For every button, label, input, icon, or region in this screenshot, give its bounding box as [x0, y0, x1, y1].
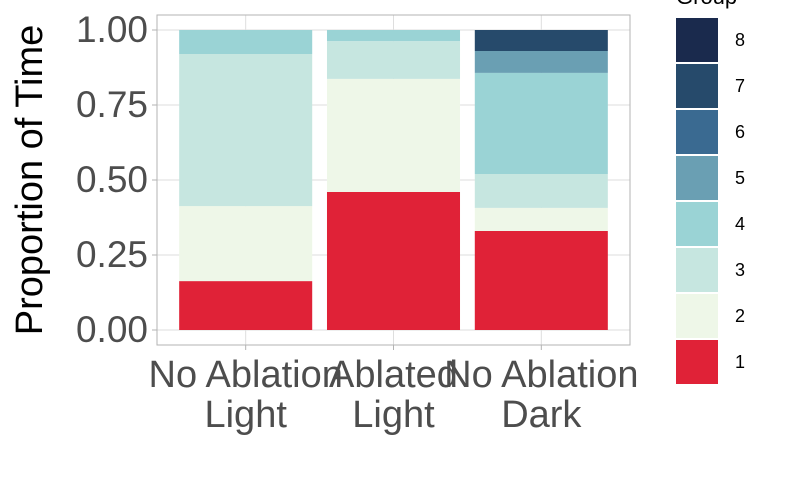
plot-border: [156, 14, 631, 346]
legend-key: [676, 110, 718, 154]
bar-segment: [326, 78, 461, 192]
legend-label: 4: [735, 214, 745, 234]
y-tick-label: 0.00: [76, 309, 148, 350]
bar-segment: [474, 174, 608, 208]
legend-key: [676, 294, 718, 338]
legend-key: [676, 18, 718, 62]
x-tick-label: No Ablation Dark: [444, 354, 639, 436]
legend-label: 1: [735, 352, 745, 372]
legend-key: [676, 248, 718, 292]
bar-segment: [474, 30, 608, 51]
legend-key: [676, 64, 718, 108]
legend-title: Group: [676, 0, 737, 9]
x-tick-label: Ablated Light: [329, 354, 458, 436]
bar-segment: [474, 207, 608, 231]
legend-label: 8: [735, 30, 745, 50]
bar-segment: [179, 54, 313, 207]
bar-segment: [326, 192, 461, 330]
legend-label: 2: [735, 306, 745, 326]
y-tick-label: 0.75: [76, 84, 148, 125]
legend-key: [676, 340, 718, 384]
bar-segment: [474, 231, 608, 330]
legend-key: [676, 202, 718, 246]
bar-segment: [326, 41, 461, 79]
legend-label: 5: [735, 168, 745, 188]
bar-segment: [474, 72, 608, 174]
bar-segment: [474, 51, 608, 73]
y-tick-label: 1.00: [76, 9, 148, 50]
bar-segment: [326, 30, 461, 42]
y-tick-label: 0.25: [76, 234, 148, 275]
legend-label: 7: [735, 76, 745, 96]
legend-label: 3: [735, 260, 745, 280]
x-tick-label: No Ablation Light: [148, 354, 343, 436]
bar-segment: [179, 30, 313, 54]
y-axis-label: Proportion of Time: [9, 25, 51, 335]
bar-segment: [179, 281, 313, 330]
bar-segment: [179, 206, 313, 282]
legend-key: [676, 156, 718, 200]
legend-label: 6: [735, 122, 745, 142]
y-tick-label: 0.50: [76, 159, 148, 200]
